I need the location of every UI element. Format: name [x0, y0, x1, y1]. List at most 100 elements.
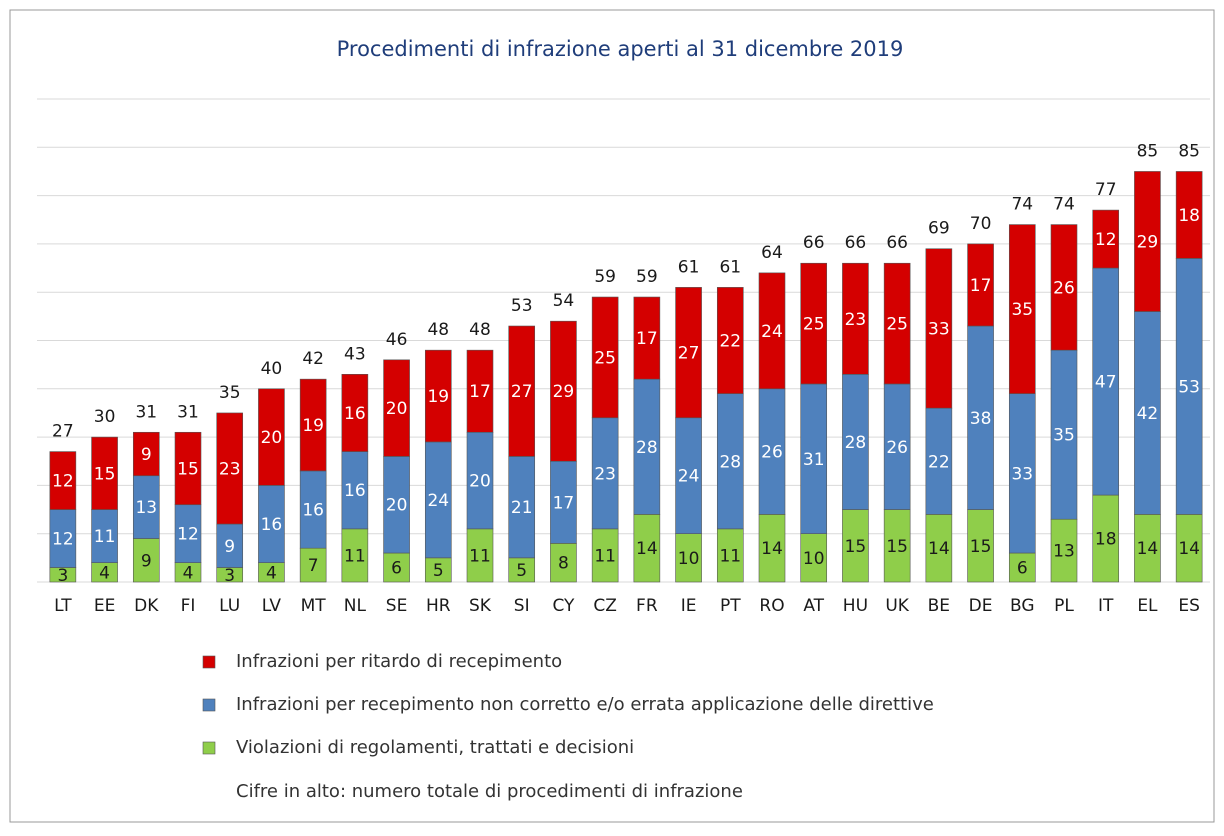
bar-segment [508, 456, 536, 559]
data-label: 5 [433, 561, 444, 581]
x-tick-label: PT [720, 596, 741, 616]
bar-segment [1050, 518, 1078, 583]
bar-segment [800, 262, 828, 385]
data-label: 19 [302, 416, 324, 436]
total-label: 59 [594, 267, 616, 287]
data-label: 26 [886, 438, 908, 458]
data-label: 24 [678, 467, 700, 487]
data-label: 13 [135, 498, 157, 518]
data-label: 9 [141, 445, 152, 465]
total-label: 61 [678, 257, 700, 277]
data-label: 15 [177, 459, 199, 479]
bar-segment [1175, 258, 1203, 515]
data-label: 15 [845, 537, 867, 557]
data-label: 27 [511, 382, 533, 402]
total-label: 27 [52, 422, 74, 442]
data-label: 16 [344, 481, 366, 501]
legend-label: Infrazioni per recepimento non corretto … [236, 694, 934, 715]
bar-segment [633, 378, 661, 515]
x-tick-label: UK [885, 596, 909, 616]
data-label: 13 [1053, 542, 1075, 562]
legend-label: Violazioni di regolamenti, trattati e de… [236, 737, 634, 758]
data-label: 20 [469, 472, 491, 492]
data-label: 29 [553, 382, 575, 402]
total-label: 64 [761, 243, 783, 263]
data-label: 24 [761, 322, 783, 342]
data-label: 15 [970, 537, 992, 557]
legend-label: Infrazioni per ritardo di recepimento [236, 651, 562, 672]
data-label: 25 [803, 315, 825, 335]
bar-segment [675, 417, 702, 534]
data-label: 25 [594, 348, 616, 368]
data-label: 17 [469, 382, 491, 402]
data-label: 35 [1053, 426, 1075, 446]
x-tick-label: DK [134, 596, 159, 616]
bar-segment [1175, 514, 1203, 583]
bar-segment [216, 412, 244, 525]
total-label: 48 [427, 320, 449, 340]
x-tick-label: SK [469, 596, 492, 616]
x-tick-label: MT [301, 596, 327, 616]
data-label: 20 [261, 428, 283, 448]
bar-segment [466, 349, 494, 433]
total-label: 61 [719, 257, 741, 277]
data-label: 17 [636, 329, 658, 349]
bar-segment [675, 287, 702, 419]
data-label: 3 [57, 566, 68, 586]
data-label: 9 [141, 551, 152, 571]
bar-segment [1092, 209, 1120, 269]
data-label: 16 [302, 501, 324, 521]
x-tick-label: SI [514, 596, 530, 616]
total-label: 70 [970, 214, 992, 234]
bar-segment [800, 383, 828, 534]
data-label: 23 [219, 459, 241, 479]
x-tick-label: CY [552, 596, 575, 616]
data-label: 14 [1137, 539, 1159, 559]
total-label: 74 [1053, 195, 1075, 215]
x-tick-label: DE [969, 596, 993, 616]
data-label: 15 [886, 537, 908, 557]
data-label: 11 [594, 546, 616, 566]
data-label: 8 [558, 554, 569, 574]
bar-segment [383, 359, 410, 457]
bar-segment [842, 262, 869, 375]
data-label: 4 [99, 563, 110, 583]
data-label: 42 [1137, 404, 1159, 424]
total-label: 85 [1137, 141, 1159, 161]
bar-segment [258, 485, 285, 563]
data-label: 6 [391, 559, 402, 579]
data-label: 10 [678, 549, 700, 569]
total-label: 42 [302, 349, 324, 369]
bar-segment [174, 504, 202, 563]
data-label: 7 [308, 556, 319, 576]
bar-segment [174, 431, 202, 506]
bar-segment [466, 431, 494, 530]
data-label: 12 [1095, 230, 1117, 250]
total-label: 46 [386, 330, 408, 350]
bar-segment [1050, 349, 1078, 520]
bar-segment [967, 243, 994, 327]
total-label: 54 [553, 291, 575, 311]
bar-segment [508, 325, 536, 457]
data-label: 17 [553, 493, 575, 513]
legend-swatch [202, 655, 216, 669]
total-label: 31 [177, 402, 199, 422]
data-label: 23 [845, 310, 867, 330]
bar-segment [424, 349, 452, 443]
data-label: 11 [94, 527, 116, 547]
data-label: 24 [427, 491, 449, 511]
data-label: 20 [386, 496, 408, 516]
bar-segment [883, 262, 911, 385]
bar-segment [299, 547, 327, 583]
total-label: 30 [94, 407, 116, 427]
total-label: 31 [135, 402, 157, 422]
data-label: 14 [636, 539, 658, 559]
total-label: 66 [845, 233, 867, 253]
bar-segment [925, 407, 953, 515]
data-label: 18 [1095, 530, 1117, 550]
x-tick-label: IE [681, 596, 697, 616]
bar-segment [1134, 171, 1161, 312]
data-label: 28 [845, 433, 867, 453]
note: Cifre in alto: numero totale di procedim… [236, 781, 743, 802]
data-label: 5 [516, 561, 527, 581]
